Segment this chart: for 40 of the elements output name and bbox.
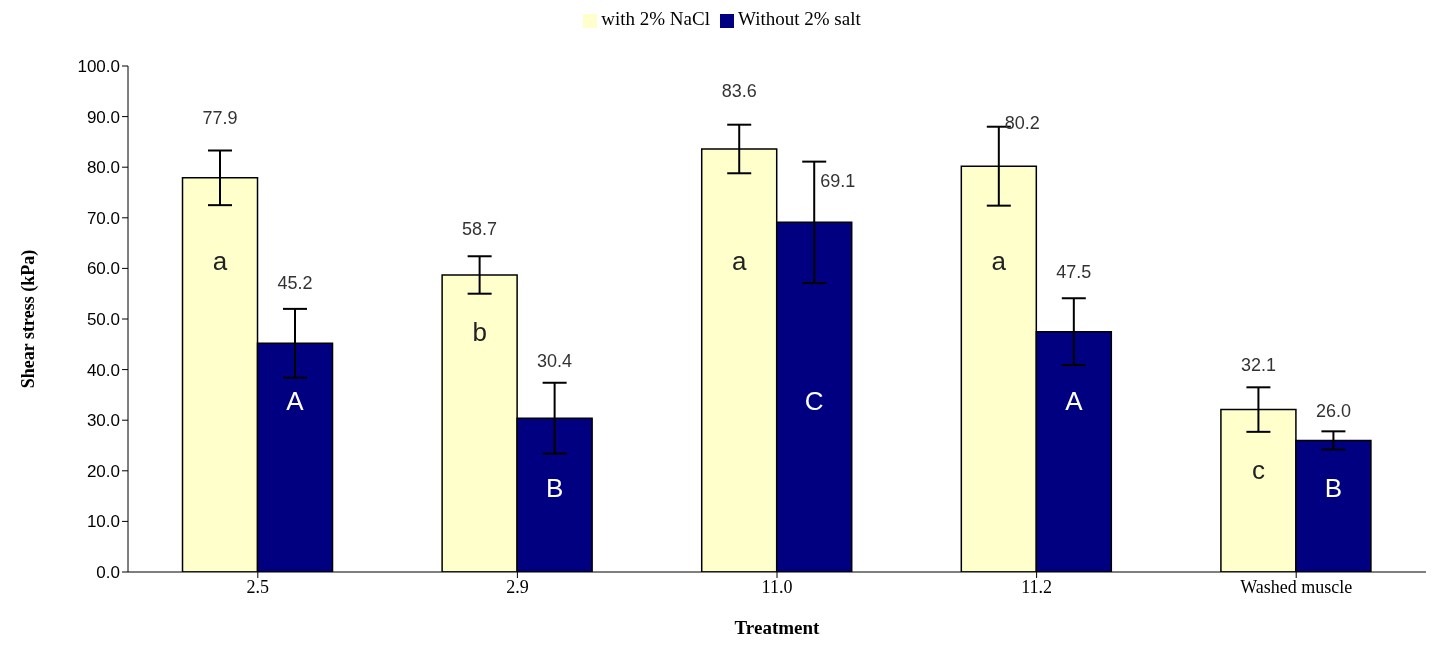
annotation: a <box>212 245 228 276</box>
x-axis-title: Treatment <box>734 617 821 638</box>
y-tick-label: 80.0 <box>86 158 120 178</box>
y-tick-label: 20.0 <box>86 461 120 481</box>
annotation: C <box>804 385 824 416</box>
y-axis-title: Shear stress (kPa) <box>18 249 40 389</box>
annotation: a <box>731 245 747 276</box>
y-tick-label: 50.0 <box>86 310 120 330</box>
data-label: 83.6 <box>721 81 757 102</box>
x-tick-label: Washed muscle <box>1240 576 1353 597</box>
y-tick-label: 70.0 <box>86 208 120 228</box>
annotation: B <box>545 473 564 504</box>
data-label: 69.1 <box>820 171 856 192</box>
y-tick-label: 90.0 <box>86 107 120 127</box>
data-label: 32.1 <box>1240 355 1276 376</box>
y-tick-label: 100.0 <box>77 57 120 77</box>
x-tick-label: 11.2 <box>1021 576 1053 597</box>
annotation: A <box>286 385 305 416</box>
data-label: 30.4 <box>537 350 573 371</box>
annotation: B <box>1324 473 1343 504</box>
data-label: 77.9 <box>202 108 238 129</box>
x-tick-label: 2.9 <box>506 576 529 597</box>
annotation: c <box>1251 454 1265 485</box>
x-tick-label: 11.0 <box>761 576 793 597</box>
x-tick-label: 2.5 <box>246 576 270 597</box>
data-label: 58.7 <box>462 218 498 239</box>
y-tick-label: 0.0 <box>96 563 120 583</box>
data-label: 80.2 <box>1004 112 1040 133</box>
y-tick-label: 10.0 <box>86 512 120 532</box>
y-tick-label: 40.0 <box>86 360 120 380</box>
data-label: 47.5 <box>1056 262 1092 283</box>
y-tick-label: 60.0 <box>86 259 120 279</box>
legend-label: with 2% NaCl <box>601 8 710 29</box>
annotation: A <box>1065 385 1084 416</box>
y-tick-label: 30.0 <box>86 411 120 431</box>
annotation: b <box>472 317 487 348</box>
legend-label: Without 2% salt <box>737 8 861 29</box>
data-label: 45.2 <box>277 273 313 294</box>
annotation: a <box>991 245 1007 276</box>
data-label: 26.0 <box>1315 401 1351 422</box>
